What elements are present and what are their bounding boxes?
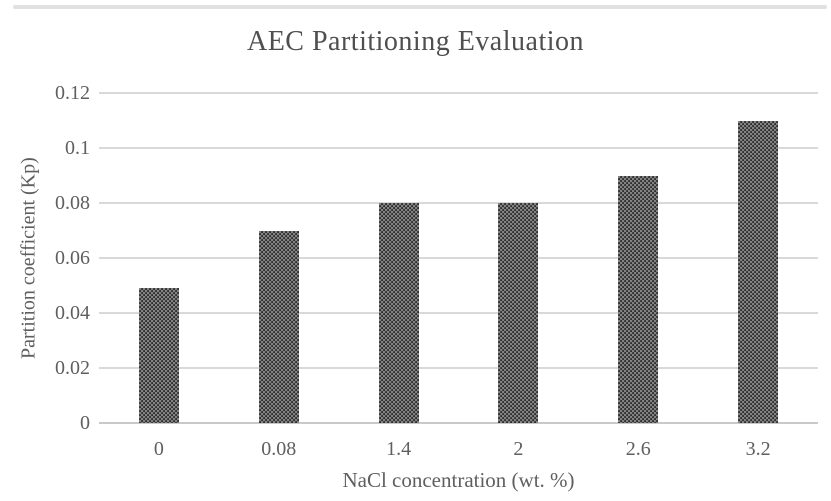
x-axis-title: NaCl concentration (wt. %) [342, 468, 575, 492]
bar [378, 203, 419, 423]
y-tick-label: 0.12 [55, 82, 90, 104]
y-tick-label: 0.04 [55, 302, 90, 324]
chart-title: AEC Partitioning Evaluation [246, 26, 585, 57]
x-tick-label: 2.6 [625, 438, 651, 460]
x-tick-label: 2 [513, 438, 524, 460]
x-tick-label: 0 [153, 438, 164, 460]
gridline [99, 147, 818, 149]
bar [258, 230, 299, 423]
x-axis-line [99, 422, 818, 425]
x-tick-label: 3.2 [745, 438, 771, 460]
gridline [99, 257, 818, 259]
y-tick-label: 0 [80, 412, 90, 434]
bar [738, 120, 779, 423]
plot-area [99, 92, 818, 425]
bar [618, 175, 659, 423]
x-tick-label: 1.4 [386, 438, 412, 460]
gridline [99, 92, 818, 94]
gridline [99, 202, 818, 204]
bar [138, 288, 179, 423]
x-axis-tick-labels: 0 0.08 1.4 2 2.6 3.2 [99, 438, 818, 462]
y-tick-label: 0.1 [65, 137, 90, 159]
top-divider [13, 5, 827, 9]
gridline [99, 312, 818, 314]
bar [498, 203, 539, 423]
y-tick-label: 0.06 [55, 247, 90, 269]
x-tick-label: 0.08 [261, 438, 297, 460]
y-tick-label: 0.08 [55, 192, 90, 214]
gridline [99, 367, 818, 369]
y-tick-label: 0.02 [55, 357, 90, 379]
y-axis-tick-labels: 0 0.02 0.04 0.06 0.08 0.1 0.12 [0, 82, 90, 434]
